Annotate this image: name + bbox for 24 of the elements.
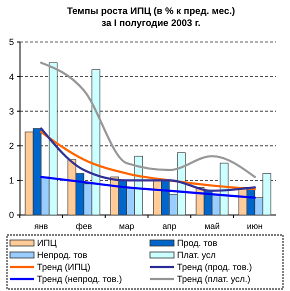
- x-tick-label: июн: [246, 221, 264, 231]
- x-tick-label: фев: [76, 221, 92, 231]
- y-tick-label: 0: [8, 210, 14, 220]
- line-series: [40, 62, 256, 178]
- chart-subtitle: за I полугодие 2003 г.: [101, 18, 201, 29]
- x-tick-label: апр: [162, 221, 177, 231]
- y-tick-label: 3: [8, 106, 14, 116]
- x-tick-label: май: [204, 221, 220, 231]
- legend-label: ИПЦ: [37, 238, 57, 248]
- y-tick-label: 1: [8, 176, 14, 186]
- y-tick-label: 4: [8, 72, 14, 82]
- y-tick-label: 5: [8, 37, 14, 48]
- legend-label: Плат. усл: [177, 250, 216, 260]
- line-series: [40, 176, 256, 199]
- legend-label: Прод. тов: [177, 238, 218, 248]
- chart-title: Темпы роста ИПЦ (в % к пред. мес.): [66, 6, 236, 17]
- legend-label: Тренд (прод. тов.): [177, 262, 252, 272]
- x-tick-label: янв: [34, 221, 49, 231]
- x-tick-label: мар: [118, 221, 135, 231]
- legend-label: Тренд (непрод. тов.): [37, 274, 122, 284]
- legend-label: Тренд (ИПЦ): [37, 262, 90, 272]
- legend-label: Непрод. тов: [37, 250, 88, 260]
- y-tick-label: 2: [8, 140, 14, 151]
- legend-label: Тренд (плат. усл.): [177, 274, 250, 284]
